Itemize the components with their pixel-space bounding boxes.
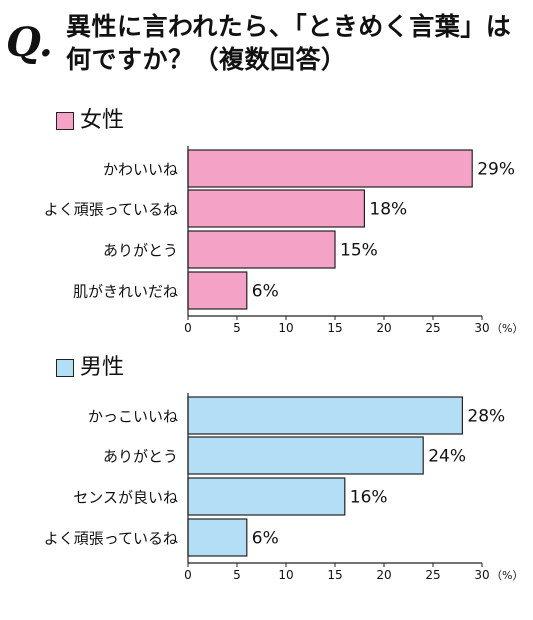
female-x-tick-label: 5 xyxy=(233,321,241,335)
male-bar xyxy=(187,477,346,516)
male-bar xyxy=(187,436,424,475)
male-legend-swatch xyxy=(56,359,74,377)
female-x-tick-label: 15 xyxy=(327,321,342,335)
title-line-2: 何ですか？（複数回答） xyxy=(66,45,347,74)
female-category-label: かわいいね xyxy=(103,161,178,179)
male-unit-label: （%） xyxy=(491,569,523,582)
female-bar xyxy=(187,189,365,228)
male-x-tick-label: 10 xyxy=(278,568,293,582)
male-category-label: かっこいいね xyxy=(88,408,178,426)
male-bar xyxy=(187,518,248,557)
male-bar-chart: かっこいいね 28% ありがとう 24% センスが良いね 16% よく頑張っているね 6% 0 5… xyxy=(44,393,523,582)
male-legend: 男性 xyxy=(56,355,124,381)
male-value-label: 16% xyxy=(350,488,388,508)
female-bar xyxy=(187,271,248,310)
female-value-label: 18% xyxy=(369,200,407,220)
male-x-tick-label: 20 xyxy=(376,568,391,582)
female-category-label: ありがとう xyxy=(103,242,178,260)
male-x-tick-label: 5 xyxy=(233,568,241,582)
male-value-label: 6% xyxy=(252,529,279,549)
female-bar xyxy=(187,230,336,269)
male-value-label: 24% xyxy=(428,447,466,467)
male-bar xyxy=(187,396,463,435)
male-chart: 男性 かっこいいね 28% ありがとう 24% センスが良いね 16% よく頑張っているね 6… xyxy=(0,355,533,605)
male-category-label: よく頑張っているね xyxy=(44,530,178,548)
female-legend-label: 女性 xyxy=(80,108,125,133)
male-legend-label: 男性 xyxy=(80,355,125,380)
female-x-tick-label: 0 xyxy=(184,321,192,335)
female-x-tick-label: 30 xyxy=(474,321,489,335)
female-bar-chart: かわいいね 29% よく頑張っているね 18% ありがとう 15% 肌がきれいだね 6% 0 5 1… xyxy=(44,146,523,335)
female-category-label: よく頑張っているね xyxy=(44,201,178,219)
male-category-label: ありがとう xyxy=(103,448,178,466)
female-value-label: 6% xyxy=(252,282,279,302)
female-value-label: 29% xyxy=(477,160,515,180)
female-category-label: 肌がきれいだね xyxy=(73,283,178,301)
female-unit-label: （%） xyxy=(491,322,523,335)
female-value-label: 15% xyxy=(340,241,378,261)
female-x-tick-label: 10 xyxy=(278,321,293,335)
male-x-tick-label: 25 xyxy=(425,568,440,582)
title-line-1: 異性に言われたら、「ときめく言葉」は xyxy=(66,12,512,41)
male-category-label: センスが良いね xyxy=(73,489,178,507)
female-chart: 女性 かわいいね 29% よく頑張っているね 18% ありがとう 15% 肌がきれいだね 6%… xyxy=(0,108,533,358)
male-value-label: 28% xyxy=(467,407,505,427)
female-bar xyxy=(187,149,473,188)
male-x-tick-label: 15 xyxy=(327,568,342,582)
female-x-tick-label: 20 xyxy=(376,321,391,335)
male-x-tick-label: 0 xyxy=(184,568,192,582)
female-x-tick-label: 25 xyxy=(425,321,440,335)
male-x-tick-label: 30 xyxy=(474,568,489,582)
female-legend-swatch xyxy=(56,112,74,130)
question-q-icon: Q. xyxy=(6,19,53,66)
page-title: 異性に言われたら、「ときめく言葉」は 何ですか？（複数回答） xyxy=(66,10,511,76)
female-legend: 女性 xyxy=(56,108,124,134)
question-q-text: Q. xyxy=(6,19,53,66)
